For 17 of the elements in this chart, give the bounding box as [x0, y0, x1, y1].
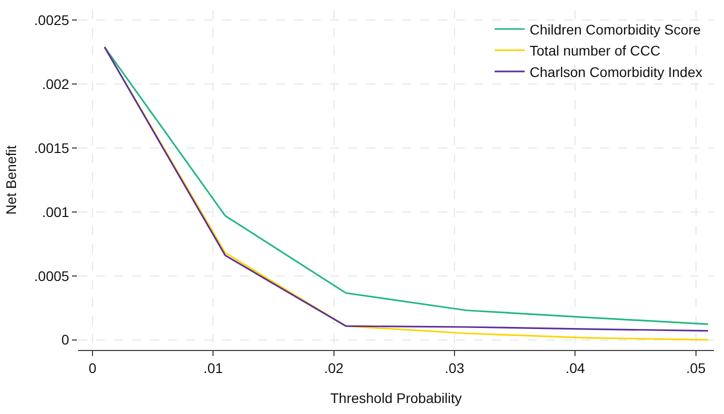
y-tick-label: .0025 [34, 12, 70, 28]
x-tick-label: 0 [88, 360, 97, 376]
y-tick-label: .001 [42, 204, 70, 220]
y-axis-title: Net Benefit [2, 145, 19, 215]
legend-label: Charlson Comorbidity Index [530, 64, 702, 80]
x-tick-label: .01 [203, 360, 224, 376]
legend-label: Total number of CCC [530, 42, 660, 59]
y-tick-label: .002 [42, 76, 70, 92]
legend-label: Children Comorbidity Score [530, 21, 702, 38]
y-tick-label: .0005 [34, 268, 70, 284]
x-tick-label: .05 [686, 360, 706, 376]
x-axis-title: Threshold Probability [330, 390, 462, 406]
y-tick-label: 0 [61, 332, 70, 348]
x-tick-label: .02 [324, 360, 344, 376]
y-tick-label: .0015 [34, 140, 70, 156]
x-tick-label: .04 [565, 360, 586, 376]
x-tick-label: .03 [444, 360, 464, 376]
